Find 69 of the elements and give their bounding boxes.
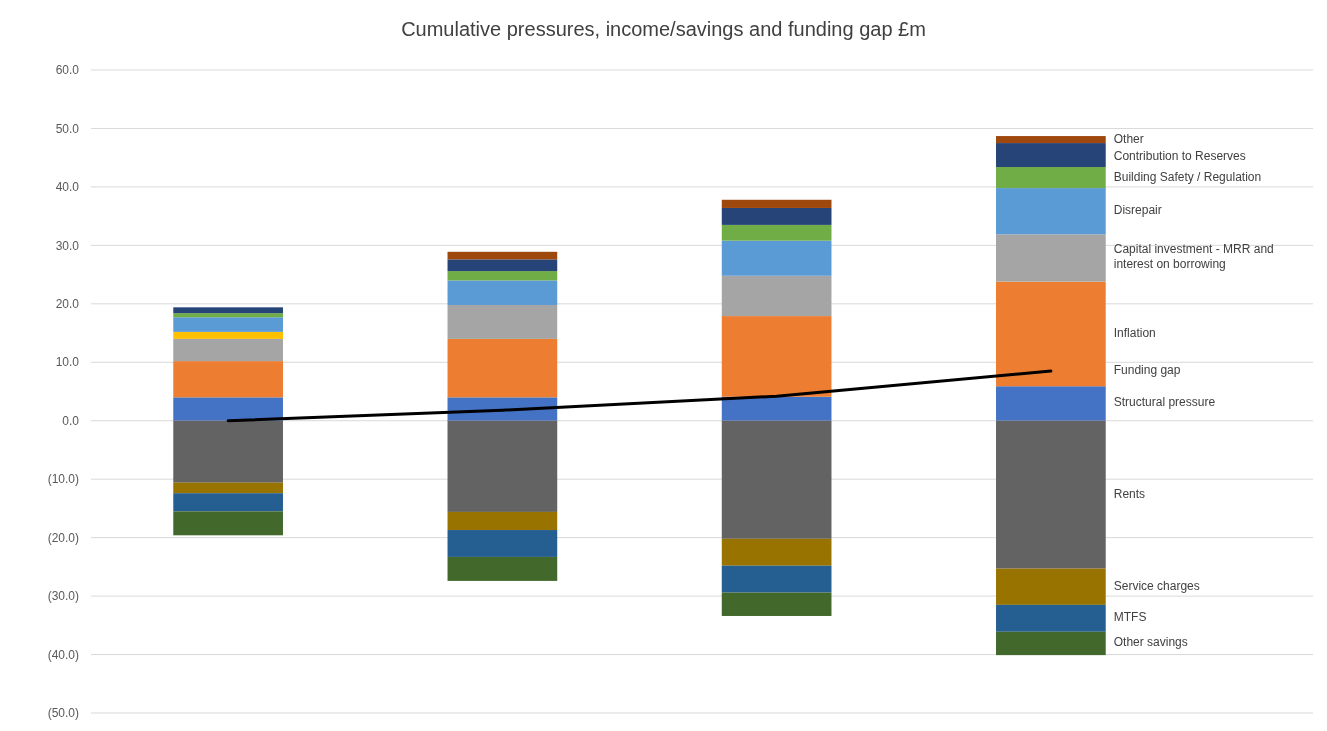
bar bbox=[996, 420, 1106, 569]
series-label: MTFS bbox=[1113, 610, 1147, 625]
bar bbox=[996, 167, 1106, 189]
bar bbox=[173, 397, 283, 421]
series-label: Building Safety / Regulation bbox=[1113, 169, 1262, 184]
text: Funding gap bbox=[1113, 363, 1181, 378]
y-tick-label: 20.0 bbox=[55, 297, 80, 312]
bar bbox=[721, 592, 832, 616]
bar bbox=[996, 568, 1106, 605]
series-label: Service charges bbox=[1113, 578, 1200, 593]
bar bbox=[447, 338, 558, 398]
bar bbox=[173, 331, 283, 339]
y-tick-label: 50.0 bbox=[55, 121, 80, 136]
bar bbox=[721, 316, 832, 397]
y-tick-label: (50.0) bbox=[47, 706, 79, 721]
bar bbox=[721, 538, 832, 566]
bar bbox=[173, 511, 283, 536]
bar bbox=[173, 493, 283, 512]
y-tick-label: 40.0 bbox=[55, 180, 80, 195]
bar bbox=[996, 143, 1106, 168]
bar bbox=[996, 188, 1106, 235]
series-label: Capital investment - MRR and interest on borrowing bbox=[1113, 242, 1274, 272]
line-series bbox=[226, 369, 1053, 423]
bar bbox=[447, 420, 558, 512]
bar bbox=[721, 240, 832, 276]
bar bbox=[721, 224, 832, 241]
y-tick-label: (40.0) bbox=[47, 647, 79, 662]
bar bbox=[447, 271, 558, 281]
series-label: Rents bbox=[1113, 486, 1146, 501]
series-label: Structural pressure bbox=[1113, 395, 1216, 410]
bar bbox=[447, 511, 558, 531]
series-label: Contribution to Reserves bbox=[1113, 148, 1246, 163]
y-tick-label: 10.0 bbox=[55, 355, 80, 370]
series-label: Other savings bbox=[1113, 635, 1188, 650]
series-label: Disrepair bbox=[1113, 203, 1162, 218]
bar bbox=[173, 313, 283, 318]
chart-title: Cumulative pressures, income/savings and funding gap £m bbox=[401, 18, 926, 40]
y-tick-label: 30.0 bbox=[55, 238, 80, 253]
bar bbox=[721, 207, 832, 225]
bar bbox=[996, 631, 1106, 656]
bar bbox=[721, 275, 832, 317]
bar bbox=[447, 530, 558, 557]
bar bbox=[996, 604, 1106, 632]
series-label: Inflation bbox=[1113, 326, 1156, 341]
y-tick-label: 0.0 bbox=[62, 413, 80, 428]
series-label: Other bbox=[1113, 131, 1144, 146]
y-tick-label: (30.0) bbox=[47, 589, 79, 604]
bar bbox=[173, 420, 283, 483]
y-tick-label: (20.0) bbox=[47, 530, 79, 545]
bar bbox=[996, 281, 1106, 387]
bar bbox=[996, 234, 1106, 282]
bar bbox=[173, 307, 283, 314]
bar bbox=[721, 199, 832, 208]
y-tick-label: (10.0) bbox=[47, 472, 79, 487]
bar bbox=[721, 565, 832, 593]
bar bbox=[996, 386, 1106, 421]
bar bbox=[447, 259, 558, 272]
bar bbox=[721, 420, 832, 539]
bar bbox=[173, 361, 283, 398]
bar bbox=[173, 338, 283, 362]
bar bbox=[447, 556, 558, 581]
bar bbox=[721, 396, 832, 421]
bar bbox=[447, 280, 558, 305]
y-tick-label: 60.0 bbox=[55, 63, 80, 78]
bar bbox=[173, 317, 283, 332]
bar bbox=[447, 304, 558, 339]
bar bbox=[996, 136, 1106, 144]
bar bbox=[447, 251, 558, 260]
bar bbox=[173, 482, 283, 494]
